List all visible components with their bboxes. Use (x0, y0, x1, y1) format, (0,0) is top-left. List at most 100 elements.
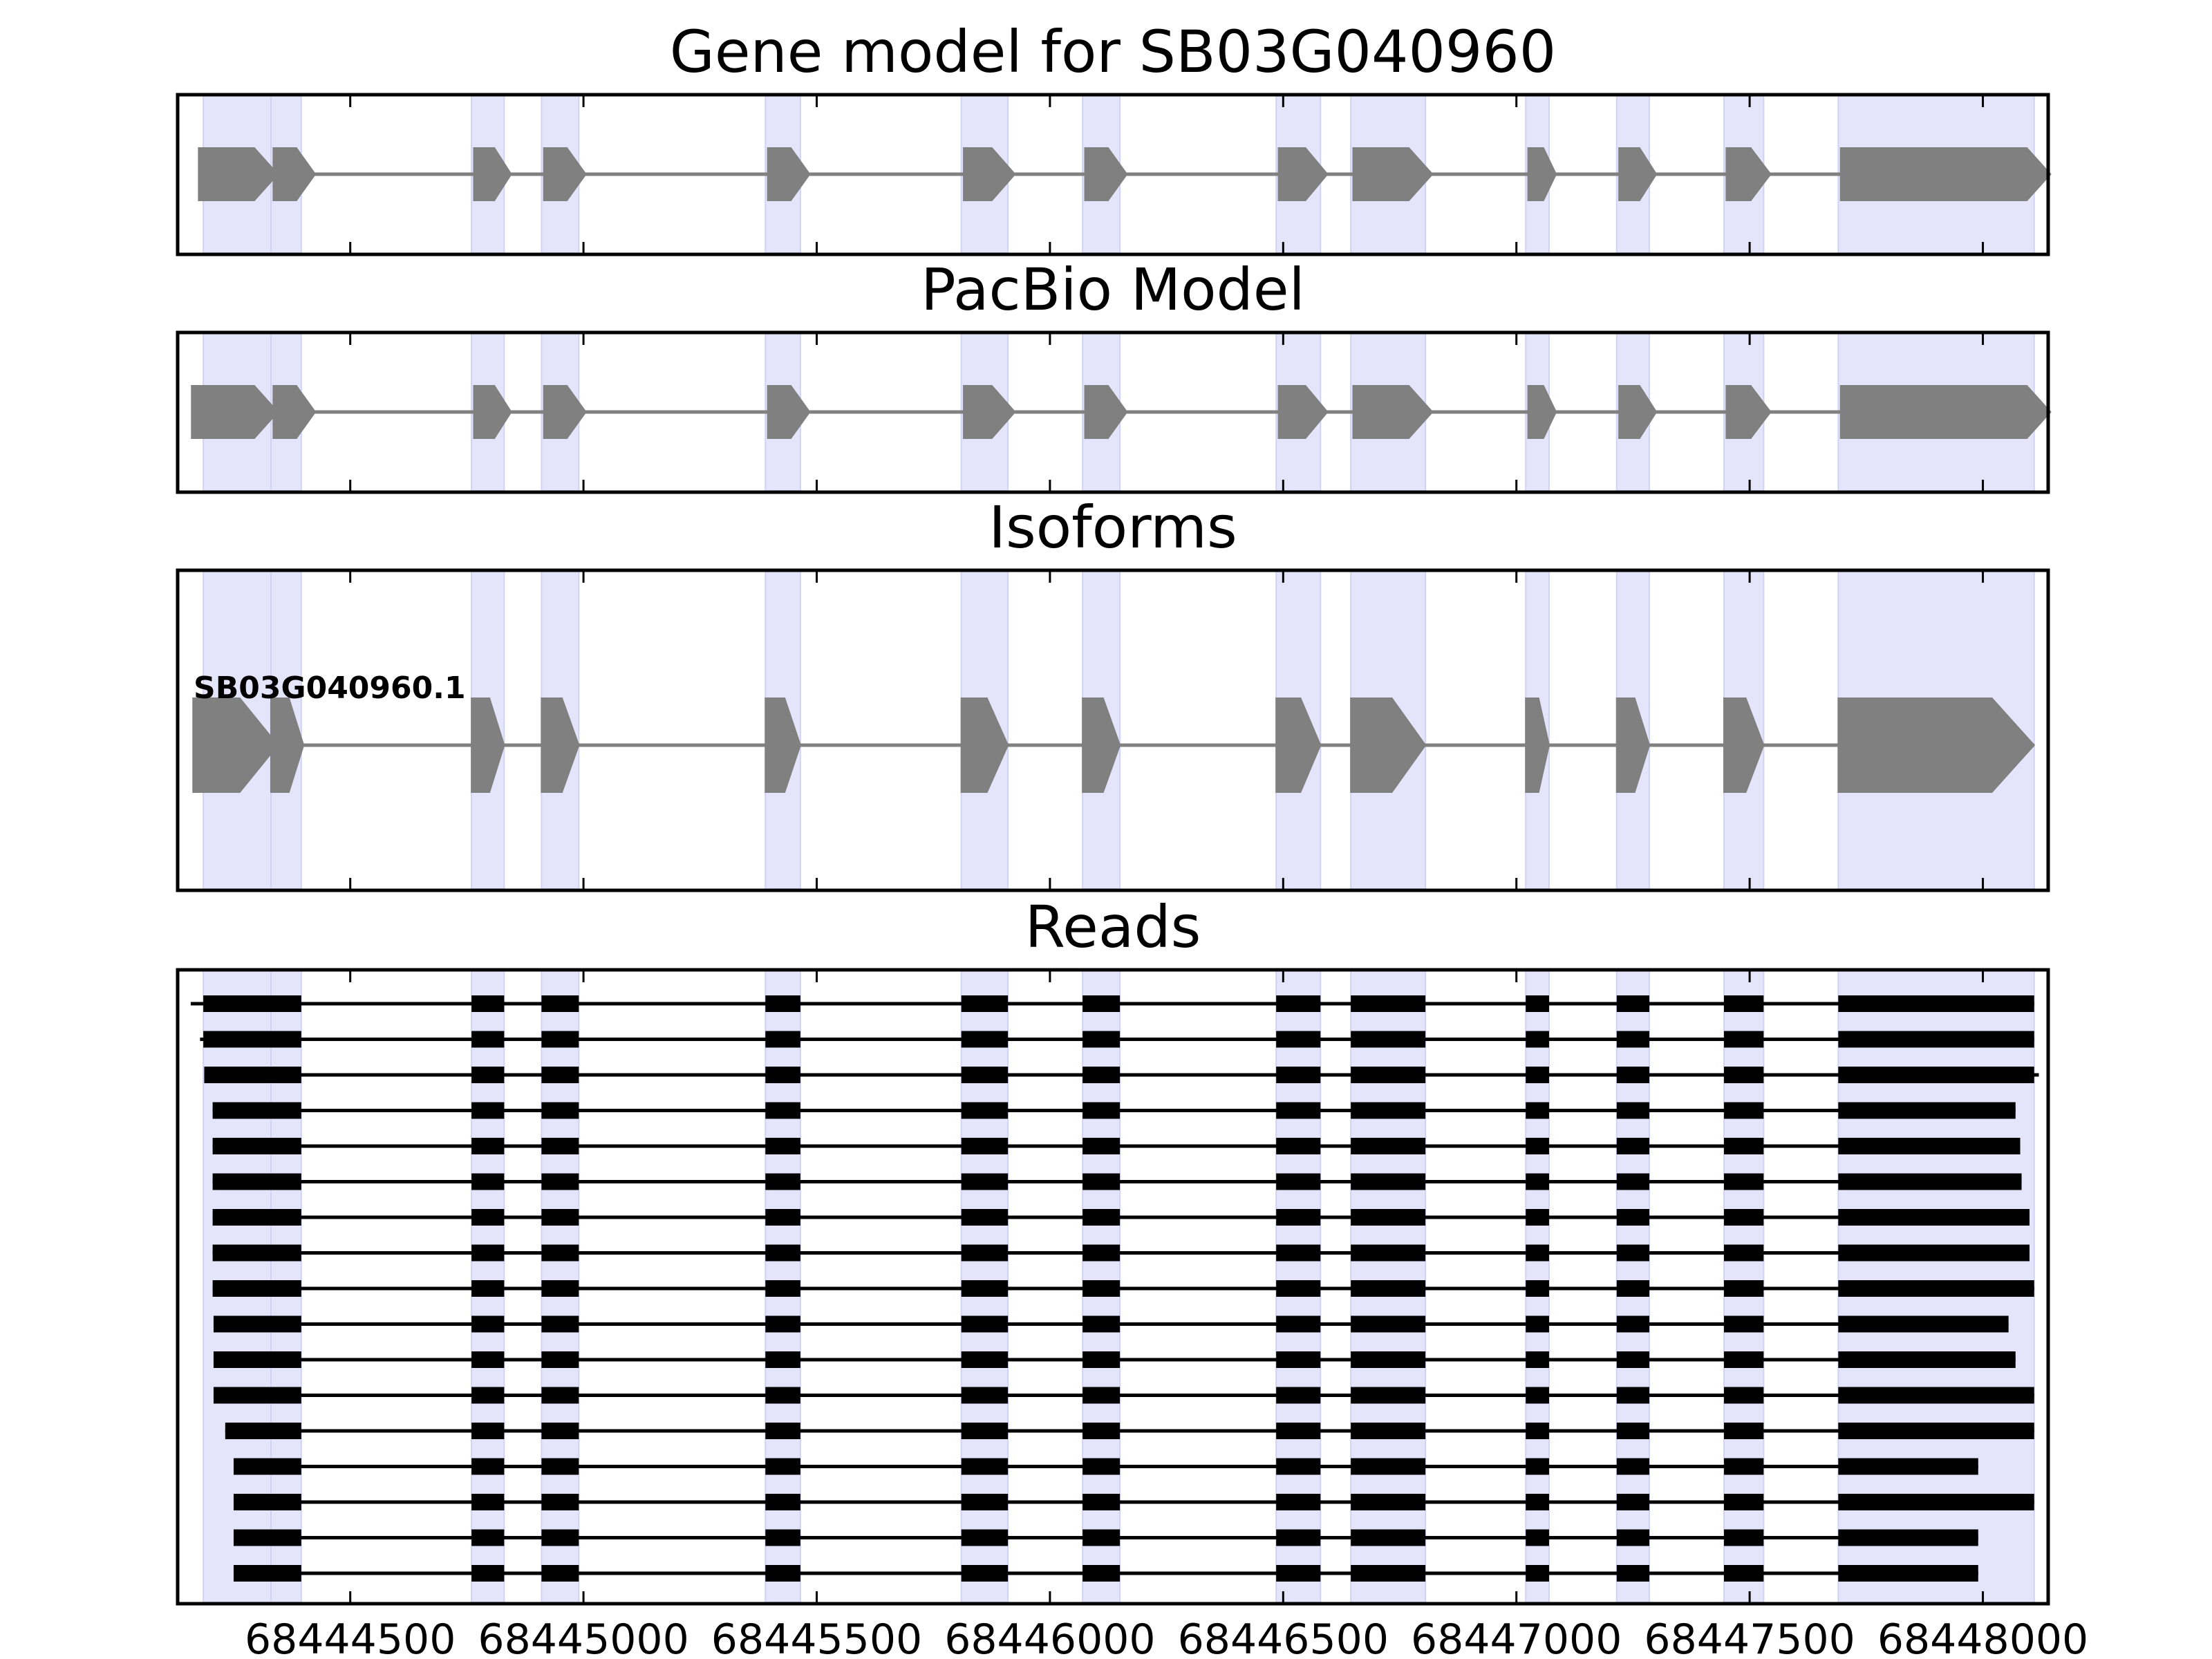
read-exon-block (1526, 1102, 1549, 1119)
read-exon-block (1276, 1458, 1321, 1475)
read-exon-block (1276, 1423, 1321, 1439)
read-exon-block (1276, 1387, 1321, 1404)
x-tick-label: 68447000 (1411, 1615, 1622, 1659)
read-exon-block (1351, 1423, 1426, 1439)
read-exon-block (1616, 1529, 1650, 1546)
read-exon-block (541, 1031, 579, 1048)
read-exon-block (1351, 1387, 1426, 1404)
isoform-exon (541, 697, 580, 793)
read-exon-block (270, 1173, 301, 1190)
panel-frame-layer (176, 93, 2050, 1606)
read-exon-block (541, 1458, 579, 1475)
read-exon-block (541, 1529, 579, 1546)
read-exon-block (270, 1067, 301, 1083)
read-exon-block (765, 1102, 800, 1119)
pacbio-model-exon (543, 385, 587, 439)
read-exon-block (471, 1529, 505, 1546)
read-exon-block (1838, 1209, 2030, 1226)
read-exon-block (270, 1529, 301, 1546)
read-exon-block (961, 1244, 1009, 1262)
read-exon-block (961, 1423, 1009, 1439)
read-exon-block (204, 1067, 279, 1083)
read-exon-block (961, 1280, 1009, 1297)
read-exon-block (1082, 1458, 1121, 1475)
read-exon-block (1351, 1280, 1426, 1297)
read-exon-block (541, 1138, 579, 1154)
read-exon-block (471, 1315, 505, 1333)
read-exon-block (1351, 1458, 1426, 1475)
gene-model-exon (1725, 147, 1772, 201)
read-exon-block (1276, 1529, 1321, 1546)
read-exon-block (233, 1529, 279, 1546)
read-exon-block (1082, 1102, 1121, 1119)
read-exon-block (1838, 1351, 2016, 1368)
read-exon-block (1351, 1494, 1426, 1510)
pacbio-model-exon (272, 385, 317, 439)
gene-model-exon (1084, 147, 1128, 201)
read-exon-block (212, 1173, 279, 1190)
read-exon-block (1616, 1209, 1650, 1226)
read-exon-block (1616, 1138, 1650, 1154)
read-exon-block (765, 1280, 800, 1297)
read-exon-block (1526, 1244, 1549, 1262)
x-axis-tick-labels: 68444500 68445000 68445500 68446000 68446500… (245, 1615, 2088, 1659)
read-exon-block (1276, 1138, 1321, 1154)
read-exon-block (961, 1387, 1009, 1404)
read-exon-block (961, 1529, 1009, 1546)
read-exon-block (1616, 1280, 1650, 1297)
read-exon-block (1082, 1244, 1121, 1262)
x-tick-label: 68445500 (711, 1615, 922, 1659)
gene-model-exon (963, 147, 1016, 201)
read-exon-block (1276, 1173, 1321, 1190)
read-exon-block (1526, 1529, 1549, 1546)
read-exon-block (961, 1209, 1009, 1226)
read-exon-block (765, 1423, 800, 1439)
read-exon-block (1526, 1138, 1549, 1154)
read-exon-block (1616, 1031, 1650, 1048)
isoform-label: SB03G040960.1 (194, 671, 466, 706)
read-exon-block (1616, 1458, 1650, 1475)
read-exon-block (1616, 1173, 1650, 1190)
isoform-exon (270, 697, 305, 793)
isoform-exon (1350, 697, 1427, 793)
read-exon-block (1082, 1280, 1121, 1297)
read-exon-block (471, 1423, 505, 1439)
read-exon-block (471, 1031, 505, 1048)
read-exon-block (471, 1138, 505, 1154)
read-exon-block (1616, 1102, 1650, 1119)
read-exon-block (212, 1209, 279, 1226)
read-exon-block (765, 1529, 800, 1546)
read-exon-block (765, 1244, 800, 1262)
read-exon-block (1724, 1244, 1764, 1262)
read-exon-block (765, 1387, 800, 1404)
read-exon-block (270, 1315, 301, 1333)
read-exon-block (471, 1209, 505, 1226)
isoform-exon (471, 697, 505, 793)
x-tick-label: 68447500 (1644, 1615, 1855, 1659)
read-exon-block (1838, 1423, 2034, 1439)
gene-model-exon (1527, 147, 1557, 201)
read-exon-block (1526, 1315, 1549, 1333)
read-exon-block (1724, 1529, 1764, 1546)
gene-model-exon (767, 147, 811, 201)
read-exon-block (961, 1565, 1009, 1582)
pacbio-model-exon (1084, 385, 1128, 439)
read-exon-block (1082, 1138, 1121, 1154)
read-exon-block (270, 1458, 301, 1475)
read-exon-block (1351, 1351, 1426, 1368)
read-exon-block (961, 1138, 1009, 1154)
read-exon-block (1082, 1387, 1121, 1404)
read-exon-block (961, 1031, 1009, 1048)
read-exon-block (1724, 1494, 1764, 1510)
read-exon-block (471, 1173, 505, 1190)
read-exon-block (961, 1102, 1009, 1119)
read-exon-block (270, 1138, 301, 1154)
read-exon-block (961, 1458, 1009, 1475)
panel-title-isoforms: Isoforms (988, 494, 1237, 561)
panel-title-reads: Reads (1025, 893, 1201, 961)
read-exon-block (270, 1280, 301, 1297)
read-exon-block (1526, 1280, 1549, 1297)
read-exon-block (541, 1565, 579, 1582)
read-exon-block (1082, 995, 1121, 1012)
